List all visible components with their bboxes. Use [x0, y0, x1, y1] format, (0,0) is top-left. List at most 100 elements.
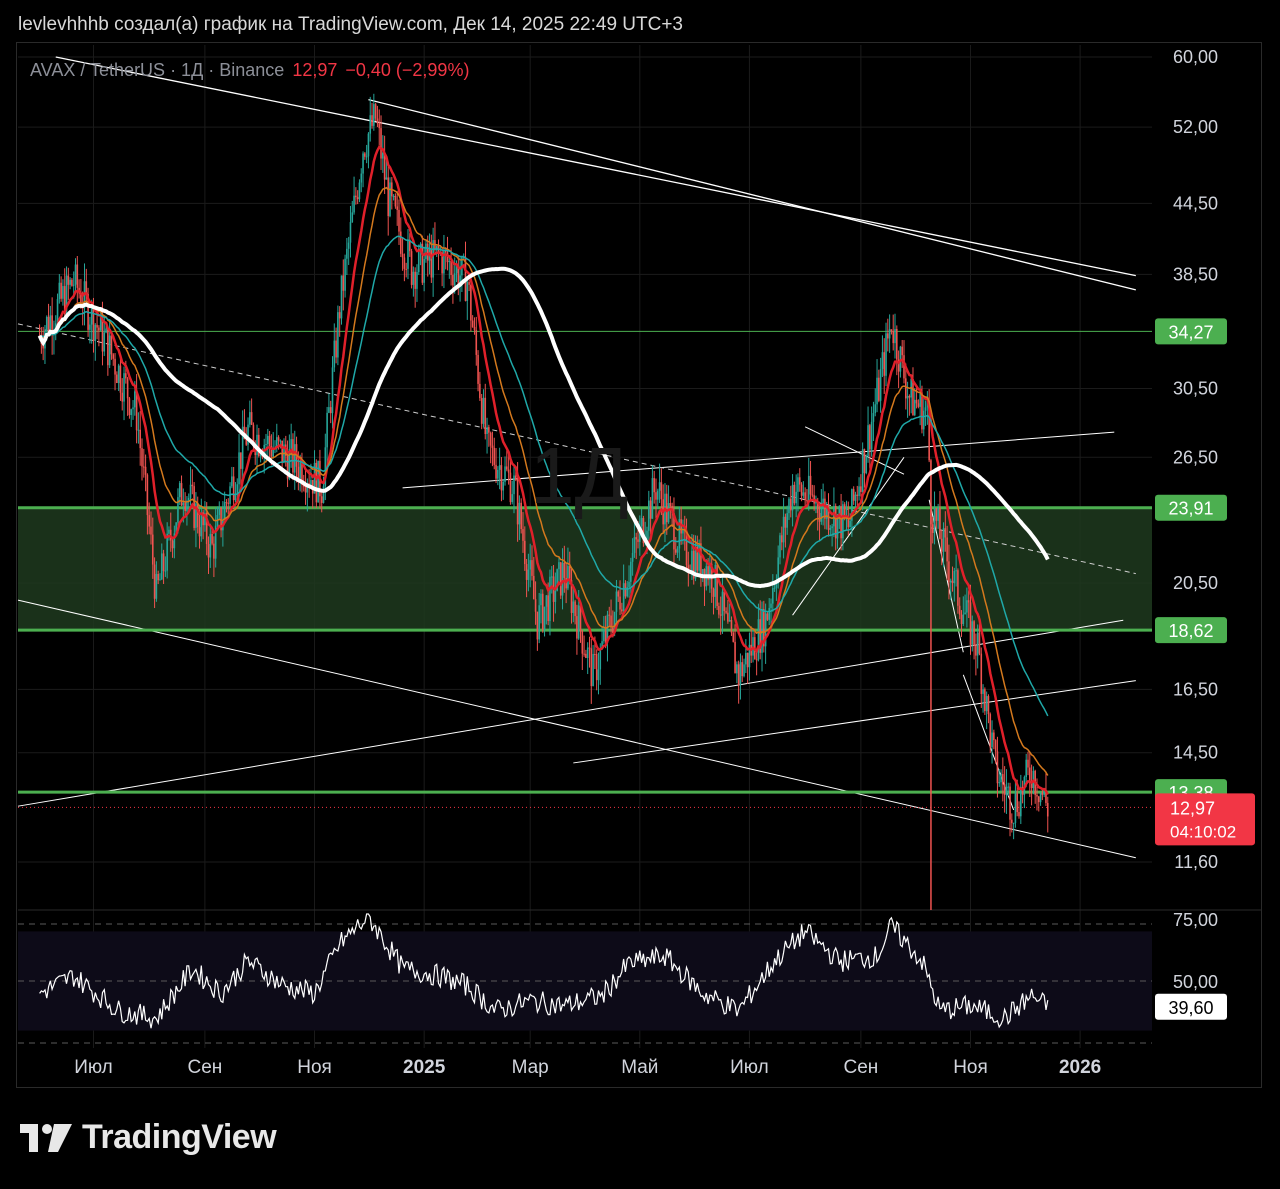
candle-body: [272, 448, 274, 457]
candle-body: [831, 526, 833, 529]
candle-body: [141, 448, 143, 467]
candle-body: [940, 538, 943, 552]
candle-body: [568, 566, 571, 581]
candle-body: [885, 333, 887, 376]
candle-body: [468, 282, 470, 285]
candle-body: [755, 659, 758, 661]
last-price-label: 12,97: [1170, 798, 1215, 818]
candle-body: [897, 359, 900, 372]
candle-body: [685, 531, 688, 566]
rsi-line: [39, 913, 1049, 1029]
candle-body: [628, 581, 630, 588]
candle-body: [160, 553, 163, 580]
candle-body: [502, 481, 505, 491]
candle-body: [338, 312, 341, 319]
trend-line: [402, 431, 1115, 489]
candle-body: [924, 407, 927, 411]
candle-body: [797, 477, 799, 492]
candle-body: [915, 399, 918, 404]
candle-body: [523, 540, 526, 565]
candle-body: [76, 264, 79, 288]
candle-body: [1011, 819, 1013, 824]
candle-body: [479, 383, 481, 399]
candle-body: [480, 398, 483, 424]
time-tick-label: Сен: [843, 1057, 878, 1078]
candle-body: [322, 486, 325, 503]
candle-body: [649, 500, 652, 519]
candle-body: [858, 486, 860, 497]
candle-body: [459, 275, 461, 288]
candle-body: [258, 434, 260, 456]
candle-body: [236, 484, 239, 495]
candle-body: [182, 502, 185, 506]
candle-body: [150, 526, 152, 535]
candle-body: [234, 494, 237, 501]
candle-body: [912, 378, 914, 416]
trend-line: [573, 680, 1136, 764]
candle-body: [887, 333, 889, 339]
candle-body: [948, 561, 950, 583]
candle-body: [435, 246, 438, 251]
tradingview-brand[interactable]: TradingView: [20, 1118, 277, 1157]
candle-body: [865, 456, 868, 474]
candle-body: [870, 421, 873, 450]
candle-body: [949, 580, 952, 583]
candle-body: [581, 631, 584, 654]
candle-body: [655, 492, 657, 500]
candle-body: [572, 601, 575, 613]
trend-line: [55, 56, 1136, 277]
candle-body: [604, 631, 607, 643]
candle-body: [240, 452, 242, 469]
candle-body: [698, 543, 700, 571]
candle-body: [62, 286, 64, 299]
candle-body: [134, 391, 136, 408]
candle-body: [879, 368, 882, 401]
candle-body: [809, 475, 812, 495]
candle-body: [590, 648, 593, 687]
candle-body: [719, 614, 722, 616]
candle-body: [205, 512, 208, 545]
candle-body: [331, 367, 334, 414]
candle-body: [320, 496, 323, 503]
candle-body: [976, 632, 979, 656]
candle-body: [630, 561, 632, 582]
candle-body: [843, 504, 846, 518]
candle-body: [951, 580, 954, 584]
tradingview-logo-icon: [20, 1123, 72, 1152]
candle-body: [1009, 786, 1011, 820]
candle-body: [775, 583, 778, 588]
time-tick-label: Ноя: [953, 1057, 988, 1078]
candle-body: [536, 611, 539, 640]
symbol-legend[interactable]: AVAX / TetherUS · 1Д · Binance 12,97 −0,40…: [30, 60, 469, 81]
candle-body: [416, 272, 418, 289]
candle-body: [443, 249, 445, 274]
candle-body: [204, 512, 206, 526]
rsi-tick-label: 75,00: [1173, 910, 1218, 930]
candle-body: [74, 264, 77, 285]
time-tick-label: 2026: [1059, 1057, 1101, 1078]
candle-body: [191, 484, 194, 487]
candle-body: [455, 265, 458, 274]
candle-body: [807, 475, 810, 501]
candle-body: [1016, 793, 1019, 813]
candle-body: [56, 299, 59, 324]
candle-body: [798, 477, 801, 485]
candle-body: [121, 392, 124, 402]
candle-body: [586, 647, 589, 658]
candle-body: [784, 516, 787, 528]
candle-body: [687, 565, 690, 571]
candle-body: [608, 614, 611, 616]
candle-body: [450, 261, 452, 275]
candle-body: [225, 502, 228, 504]
candle-body: [696, 546, 699, 571]
candle-body: [967, 600, 970, 603]
candle-body: [892, 331, 895, 344]
trend-line: [792, 457, 905, 616]
candle-body: [834, 506, 837, 539]
candle-body: [231, 476, 233, 487]
candle-body: [403, 257, 406, 269]
candle-body: [515, 475, 517, 480]
time-tick-label: 2025: [403, 1057, 446, 1078]
trend-line: [17, 323, 1136, 575]
